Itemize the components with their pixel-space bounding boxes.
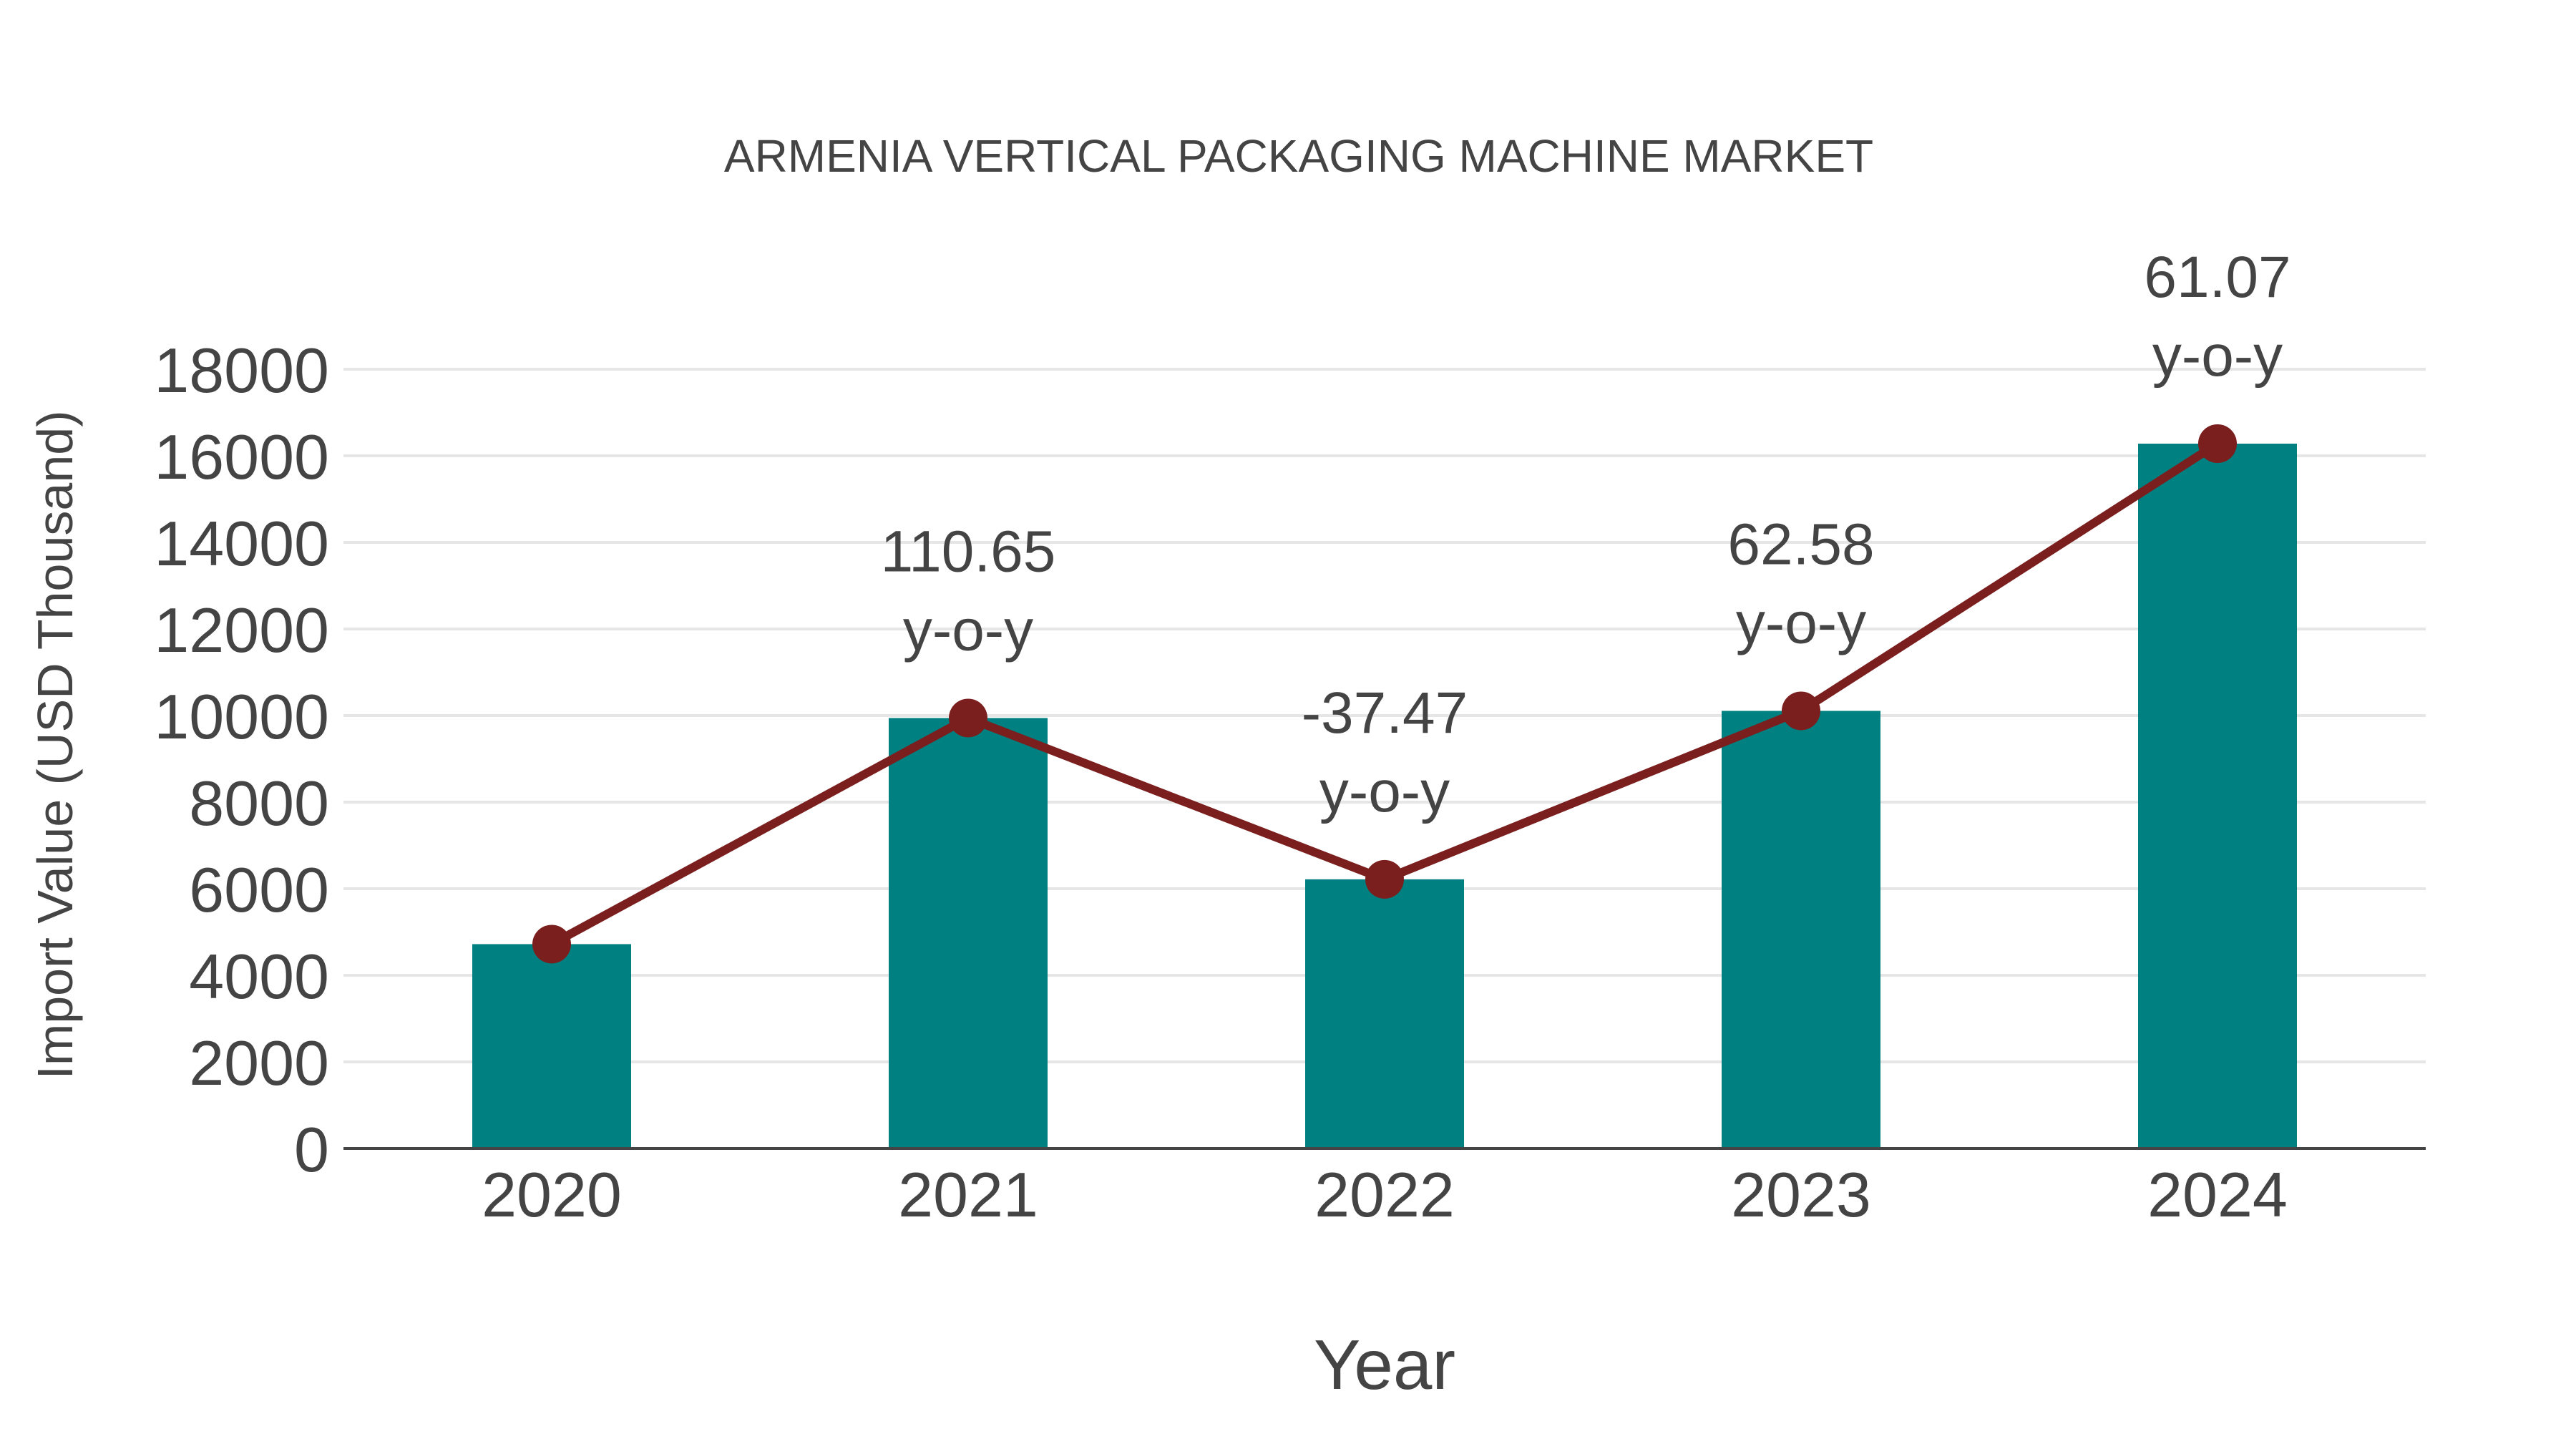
y-tick-label: 6000 [189, 854, 329, 925]
y-tick-label: 12000 [154, 595, 329, 665]
y-tick-label: 14000 [154, 508, 329, 579]
trend-marker [949, 698, 987, 738]
y-tick-label: 18000 [154, 335, 329, 406]
x-tick-label: 2024 [2147, 1159, 2288, 1230]
y-tick-label: 2000 [189, 1028, 329, 1098]
yoy-value: -37.47 [1302, 680, 1468, 746]
bar-series [472, 443, 2297, 1148]
bar-2021 [889, 718, 1048, 1148]
trend-marker [532, 924, 571, 964]
yoy-suffix: y-o-y [1319, 759, 1450, 824]
yoy-value: 110.65 [881, 519, 1056, 584]
y-axis-ticks: 0 2000 4000 6000 8000 10000 12000 14000 16000 180… [154, 335, 329, 1185]
chart-title: ARMENIA VERTICAL PACKAGING MACHINE MARKE… [724, 130, 1873, 182]
bar-2024 [2138, 443, 2297, 1148]
x-axis-title: Year [1314, 1325, 1455, 1404]
bar-2020 [472, 944, 631, 1148]
x-tick-label: 2020 [482, 1159, 622, 1230]
trend-marker [1365, 859, 1404, 899]
gridlines [343, 368, 2426, 1063]
x-tick-label: 2021 [898, 1159, 1038, 1230]
x-tick-label: 2023 [1731, 1159, 1871, 1230]
y-tick-label: 16000 [154, 421, 329, 492]
y-tick-label: 4000 [189, 941, 329, 1012]
yoy-suffix: y-o-y [1736, 590, 1866, 655]
trend-marker [2198, 424, 2237, 463]
bar-2023 [1722, 711, 1880, 1148]
trend-marker [1782, 691, 1820, 731]
yoy-value: 61.07 [2144, 245, 2290, 310]
y-tick-label: 10000 [154, 681, 329, 752]
yoy-annotations: 110.65 y-o-y -37.47 y-o-y 62.58 y-o-y 61.07 y-o… [881, 245, 2291, 824]
y-tick-label: 0 [294, 1114, 329, 1185]
yoy-value: 62.58 [1727, 512, 1874, 577]
x-axis-ticks: 2020 2021 2022 2023 2024 [482, 1159, 2288, 1230]
y-axis-title: Import Value (USD Thousand) [27, 410, 83, 1079]
line-series [532, 424, 2237, 964]
yoy-suffix: y-o-y [2152, 323, 2283, 389]
yoy-suffix: y-o-y [903, 597, 1033, 663]
bar-2022 [1305, 879, 1464, 1148]
x-tick-label: 2022 [1314, 1159, 1455, 1230]
y-tick-label: 8000 [189, 768, 329, 839]
